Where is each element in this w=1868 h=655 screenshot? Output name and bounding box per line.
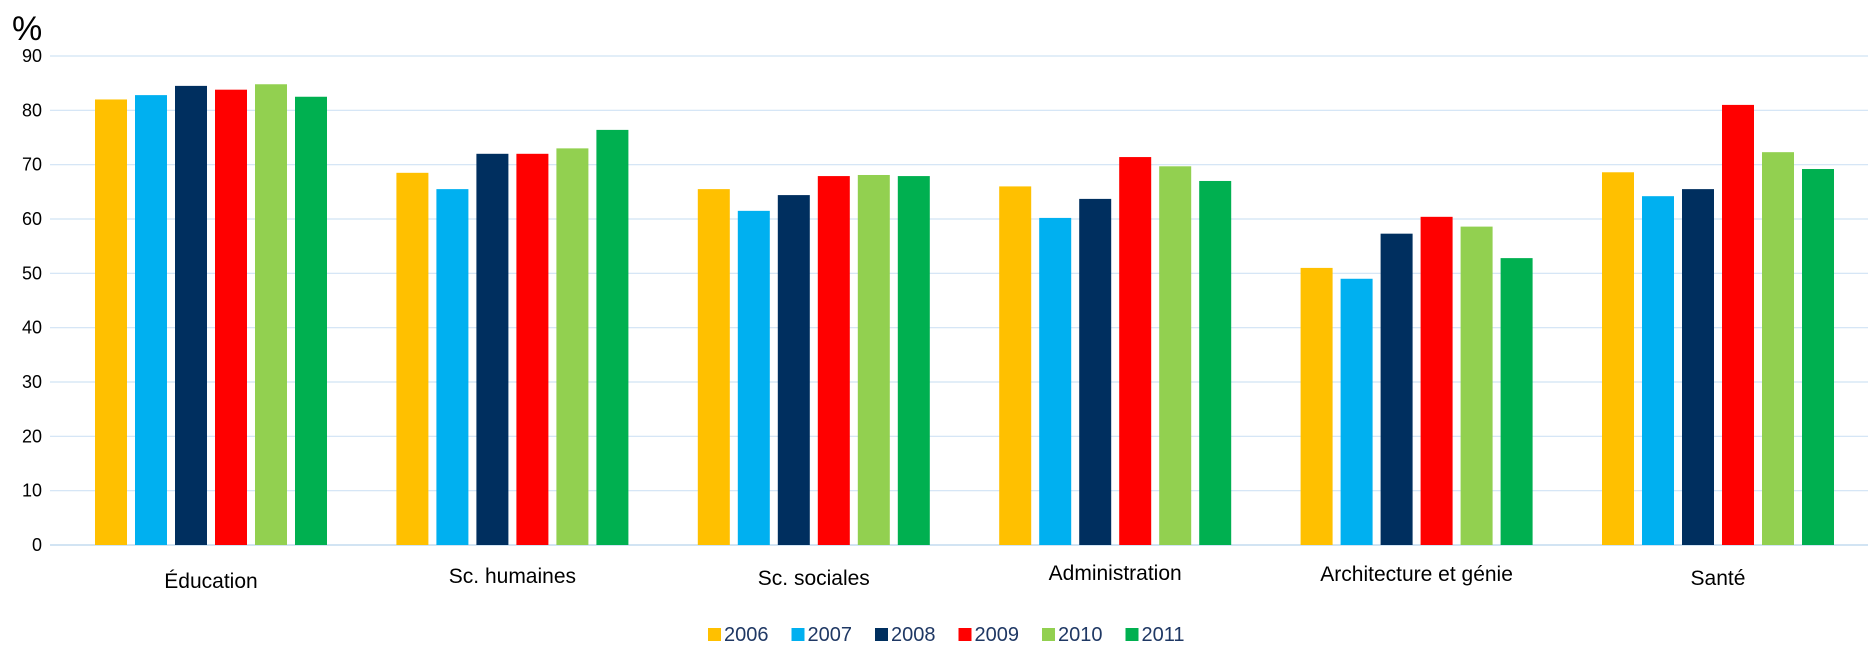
bar	[1602, 172, 1634, 546]
legend-swatch	[1125, 628, 1139, 641]
bar	[857, 174, 890, 546]
legend-label: 2010	[1058, 624, 1103, 646]
x-category-label: Architecture et génie	[1320, 563, 1513, 586]
y-tick-label: 90	[22, 46, 42, 66]
bar	[777, 195, 810, 546]
bar	[1199, 180, 1232, 545]
legend-swatch	[1042, 628, 1055, 641]
y-tick-label: 80	[22, 100, 42, 120]
y-tick-label: 70	[22, 155, 42, 175]
legend-label: 2006	[724, 624, 769, 646]
bar	[1340, 278, 1373, 545]
bar	[1119, 157, 1152, 545]
bar	[1500, 258, 1533, 545]
y-tick-label: 20	[22, 426, 42, 446]
bar	[596, 129, 629, 546]
bar	[1159, 166, 1192, 545]
legend-swatch	[875, 628, 888, 641]
bar	[1420, 216, 1453, 545]
bar	[737, 210, 770, 545]
bar	[1380, 233, 1413, 546]
bar	[556, 148, 589, 545]
bar	[1079, 198, 1112, 545]
bar	[1682, 189, 1714, 545]
x-axis-labels: Éducation Sc. humaines Sc. sociales Adminis…	[164, 562, 1745, 593]
x-category-label: Administration	[1049, 562, 1182, 585]
x-category-label: Sc. humaines	[449, 565, 576, 588]
bar	[396, 172, 429, 546]
bar	[1722, 104, 1754, 546]
legend-swatch	[791, 628, 805, 641]
y-tick-label: 30	[22, 372, 42, 392]
y-unit-label: %	[12, 10, 42, 48]
bar	[1300, 267, 1333, 545]
bar	[1642, 196, 1674, 545]
x-category-label: Éducation	[164, 570, 257, 593]
gridlines	[50, 55, 1868, 546]
bars	[95, 84, 1834, 546]
legend: 2006 2007 2008 2009 2010 2011	[708, 624, 1185, 646]
bar	[476, 153, 509, 546]
legend-label: 2009	[975, 624, 1020, 646]
y-tick-label: 40	[22, 318, 42, 338]
bar	[1802, 169, 1834, 545]
legend-swatch	[958, 628, 972, 641]
bar	[817, 176, 850, 545]
y-tick-label: 50	[22, 263, 42, 283]
legend-label: 2008	[891, 624, 936, 646]
bar	[697, 189, 730, 545]
bar	[175, 85, 207, 545]
y-tick-label: 60	[22, 209, 42, 229]
bar	[135, 95, 167, 546]
bar	[897, 176, 930, 545]
y-tick-label: 10	[22, 481, 42, 501]
legend-label: 2007	[808, 624, 853, 646]
x-category-label: Santé	[1691, 567, 1746, 590]
bar	[95, 99, 127, 545]
bar	[1460, 226, 1493, 545]
y-tick-label: 0	[32, 535, 42, 555]
bar	[999, 186, 1032, 545]
bar	[436, 189, 469, 545]
x-category-label: Sc. sociales	[758, 567, 870, 590]
bar	[1039, 217, 1072, 545]
bar	[215, 89, 247, 545]
bar	[255, 84, 287, 546]
bar	[516, 153, 549, 546]
bar	[295, 96, 327, 545]
legend-swatch	[708, 628, 721, 641]
legend-label: 2011	[1142, 624, 1185, 646]
bar	[1762, 152, 1794, 546]
y-axis-ticks: 0 10 20 30 40 50 60 70 80 90	[22, 46, 42, 555]
